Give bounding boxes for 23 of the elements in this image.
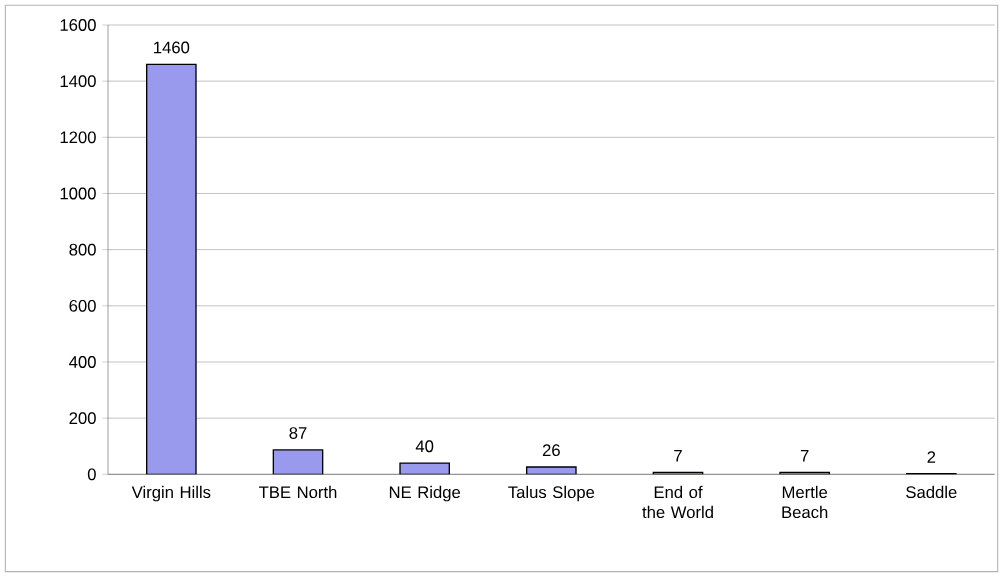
y-tick-label: 1600 bbox=[60, 19, 96, 31]
y-tick-label: 800 bbox=[69, 243, 96, 256]
data-label: 40 bbox=[415, 440, 434, 453]
y-tick-label: 400 bbox=[69, 356, 96, 368]
y-tick-label: 600 bbox=[69, 299, 96, 312]
data-label: 26 bbox=[542, 444, 560, 457]
y-tick-label: 0 bbox=[87, 468, 96, 481]
x-tick-label: Saddle bbox=[906, 485, 957, 499]
y-tick-label: 1000 bbox=[60, 187, 96, 200]
data-label: 7 bbox=[674, 449, 682, 462]
data-label: 87 bbox=[289, 427, 307, 439]
y-tick-label: 1400 bbox=[60, 75, 96, 88]
x-tick-label: Talus Slope bbox=[508, 485, 595, 502]
x-tick-label: Virgin Hills bbox=[131, 485, 211, 502]
data-label: 7 bbox=[800, 449, 809, 462]
x-tick-label: TBE North bbox=[259, 485, 337, 499]
y-tick-label: 200 bbox=[69, 412, 96, 425]
data-label: 2 bbox=[927, 451, 936, 463]
x-tick-label: End of the World bbox=[642, 485, 713, 519]
x-tick-label: Mertle Beach bbox=[782, 485, 828, 519]
x-tick-label: NE Ridge bbox=[389, 485, 461, 502]
data-label: 1460 bbox=[154, 41, 190, 54]
y-tick-label: 1200 bbox=[60, 131, 96, 144]
